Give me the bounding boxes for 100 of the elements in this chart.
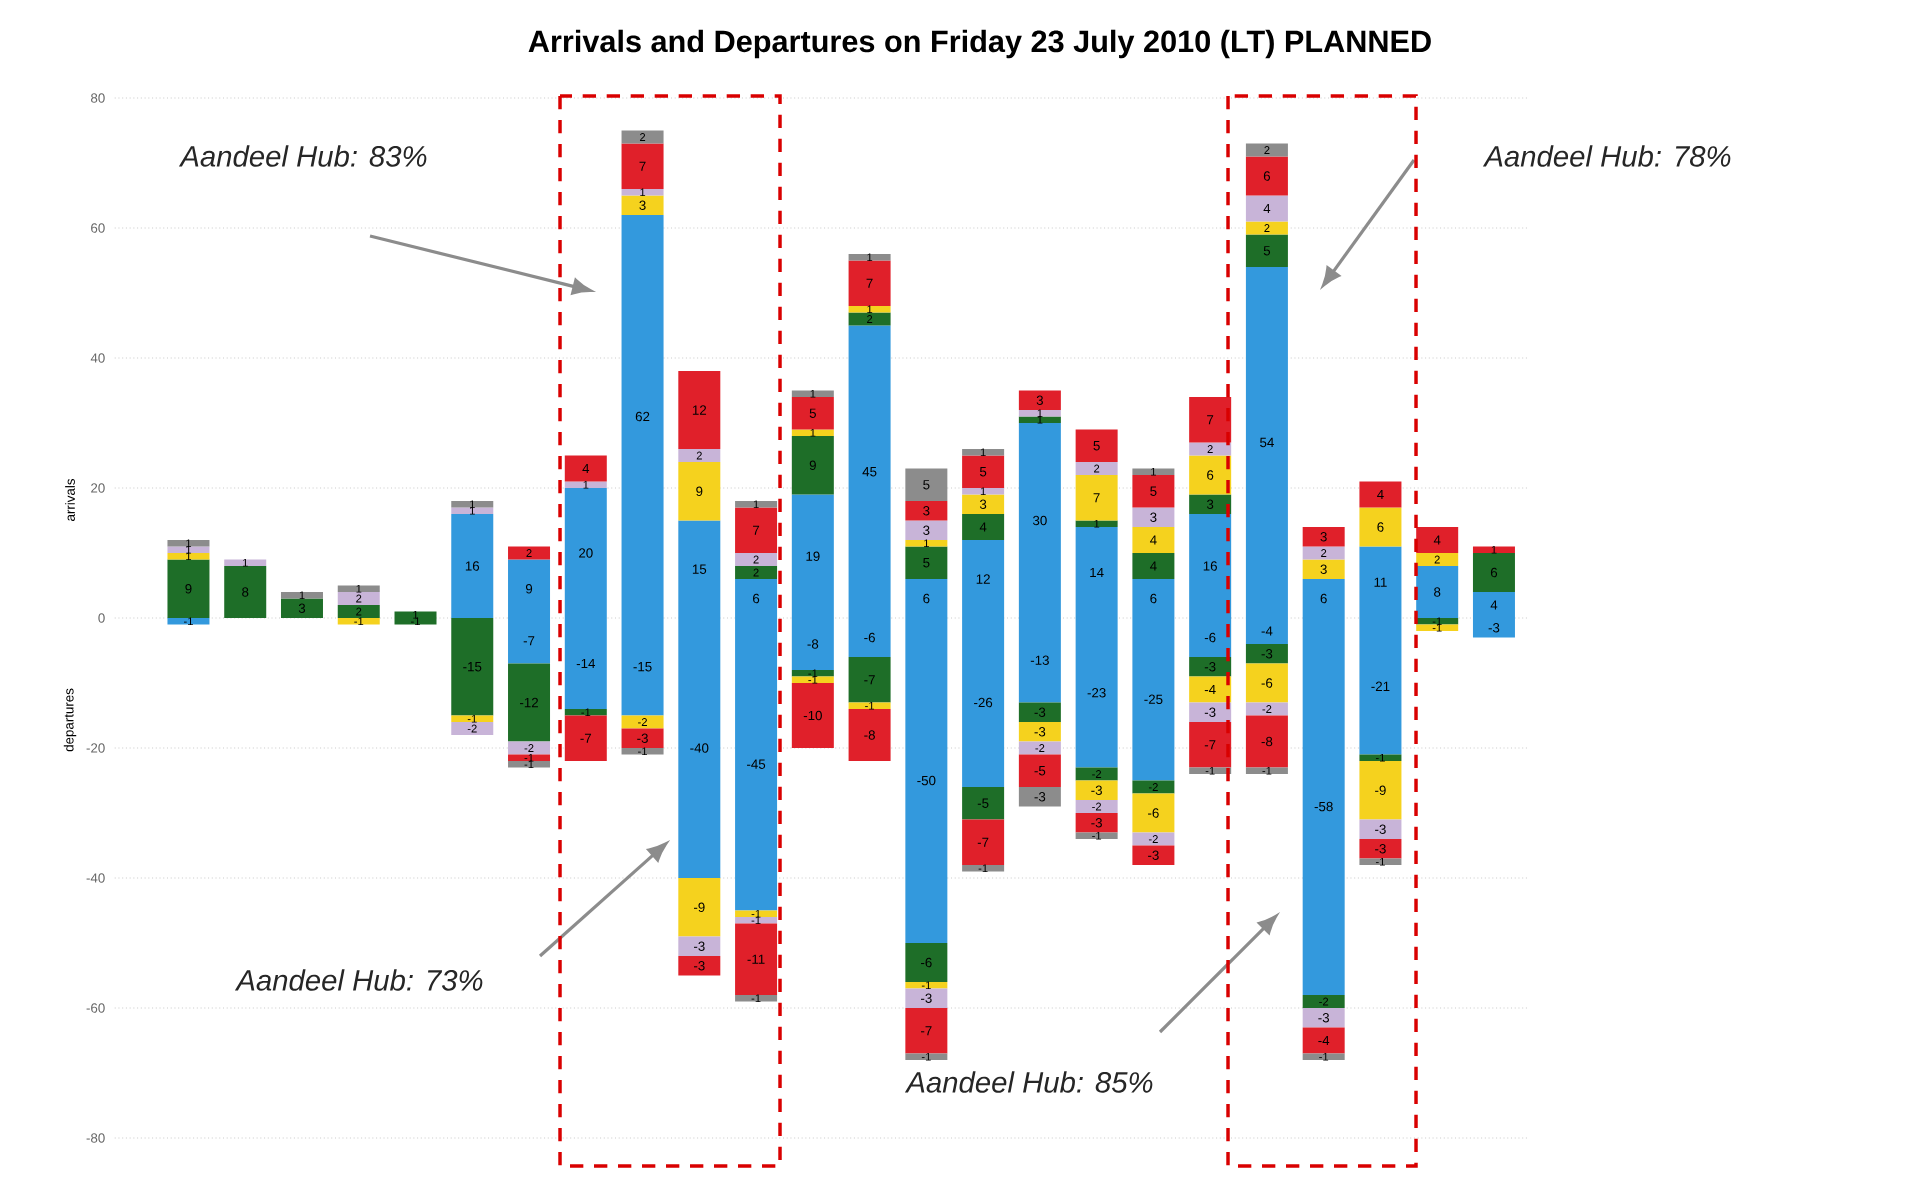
- bar: [905, 520, 948, 541]
- bar: [1245, 195, 1288, 222]
- bar: [451, 501, 494, 508]
- bar: [791, 429, 834, 437]
- bar: [1245, 663, 1288, 703]
- bar: [337, 618, 380, 625]
- bar: [1245, 234, 1288, 268]
- bar: [167, 553, 210, 560]
- bar: [224, 559, 267, 567]
- bar: [564, 709, 607, 716]
- bar: [1302, 995, 1345, 1008]
- bar: [1132, 832, 1175, 846]
- bar: [791, 683, 834, 749]
- bar: [791, 436, 834, 495]
- bar: [1245, 715, 1288, 768]
- bar: [1075, 800, 1118, 814]
- annotation: Aandeel Hub: 78%: [1482, 145, 1731, 167]
- bar: [167, 540, 210, 547]
- bar: [678, 936, 721, 956]
- bar: [508, 761, 551, 768]
- bar: [1132, 507, 1175, 528]
- bar: [621, 748, 664, 755]
- bar: [1018, 390, 1061, 411]
- bar: [905, 943, 948, 982]
- bar: [1245, 644, 1288, 664]
- bar: [337, 605, 380, 619]
- bar: [905, 546, 948, 580]
- bar: [1132, 793, 1175, 833]
- bar: [167, 618, 210, 625]
- bar: [564, 481, 607, 489]
- bar: [508, 546, 551, 560]
- bar: [848, 306, 891, 313]
- bar: [1416, 566, 1459, 619]
- bar: [905, 988, 948, 1008]
- bar: [1132, 527, 1175, 554]
- bar: [1359, 819, 1402, 839]
- annotation: Aandeel Hub: 73%: [234, 969, 483, 991]
- bar: [1132, 780, 1175, 794]
- bar: [848, 312, 891, 326]
- bar: [1132, 468, 1175, 476]
- bar: [1075, 813, 1118, 833]
- bar: [905, 468, 948, 502]
- bar: [451, 514, 494, 619]
- bar: [621, 715, 664, 729]
- bar: [848, 254, 891, 261]
- bar: [1245, 702, 1288, 716]
- bar: [1302, 546, 1345, 560]
- bar: [905, 540, 948, 547]
- bar: [678, 878, 721, 937]
- bar: [1302, 1053, 1345, 1060]
- bar: [1075, 767, 1118, 781]
- bar: [1359, 839, 1402, 859]
- annotation: Aandeel Hub: 83%: [178, 145, 427, 167]
- bar: [1075, 462, 1118, 476]
- bar: [1189, 442, 1232, 456]
- bar: [1132, 553, 1175, 580]
- bar: [1018, 416, 1061, 424]
- bar: [1472, 553, 1515, 593]
- bar: [678, 956, 721, 976]
- bar: [1189, 455, 1232, 495]
- bar: [1018, 722, 1061, 742]
- bar: [1416, 553, 1459, 567]
- bar: [962, 455, 1005, 489]
- bar: [337, 585, 380, 593]
- bar: [678, 449, 721, 463]
- bar: [564, 715, 607, 761]
- bar: [1359, 507, 1402, 547]
- bar: [735, 553, 778, 567]
- bar: [735, 917, 778, 924]
- bar: [1359, 761, 1402, 820]
- bar: [1189, 494, 1232, 515]
- bar: [791, 397, 834, 430]
- bar: [1416, 527, 1459, 554]
- annotation: Aandeel Hub: 85%: [904, 1071, 1153, 1093]
- bar: [280, 592, 323, 599]
- bar: [508, 663, 551, 742]
- bar: [791, 670, 834, 677]
- bar: [451, 507, 494, 515]
- bar: [508, 741, 551, 755]
- bar: [1075, 429, 1118, 463]
- bar: [1189, 702, 1232, 722]
- bar: [848, 657, 891, 703]
- bar: [224, 566, 267, 619]
- bar: [905, 1053, 948, 1060]
- bar: [735, 923, 778, 995]
- bar: [1075, 780, 1118, 800]
- chart-title: Arrivals and Departures on Friday 23 July 2010 (LT) PLANNED: [528, 29, 1431, 59]
- bar: [1359, 481, 1402, 508]
- bar: [962, 514, 1005, 541]
- bar: [337, 592, 380, 605]
- bar: [678, 371, 721, 450]
- bar: [280, 598, 323, 619]
- bar: [1189, 657, 1232, 677]
- bar: [1132, 845, 1175, 865]
- bar: [1416, 618, 1459, 625]
- bar: [848, 709, 891, 761]
- bar: [621, 143, 664, 190]
- bar: [1245, 221, 1288, 235]
- bar: [621, 130, 664, 144]
- bar: [451, 722, 494, 736]
